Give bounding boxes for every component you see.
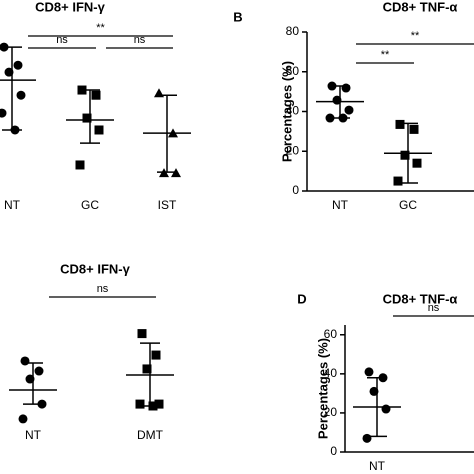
data-point	[20, 356, 30, 366]
y-axis-label: Percentages (%)	[279, 61, 294, 162]
data-point	[16, 90, 26, 100]
data-point	[364, 367, 374, 377]
x-tick-label: DMT	[137, 428, 164, 442]
y-tick-label: 0	[330, 444, 337, 458]
significance-label: ns	[97, 283, 109, 295]
panel-label: D	[297, 291, 306, 306]
y-tick-label: 20	[286, 143, 300, 157]
significance-label: ns	[56, 34, 68, 46]
data-point	[400, 150, 410, 160]
data-point	[409, 124, 419, 134]
y-tick-label: 20	[324, 405, 338, 419]
data-point	[34, 366, 44, 376]
y-tick-label: 40	[286, 104, 300, 118]
chart-title: CD8+ TNF-α	[383, 0, 458, 14]
data-point	[91, 90, 101, 100]
y-tick-label: 60	[286, 64, 300, 78]
data-point	[381, 404, 391, 414]
y-tick-label: 40	[324, 366, 338, 380]
data-point	[135, 399, 145, 409]
data-point	[142, 364, 152, 374]
chart-title: CD8+ TNF-α	[383, 291, 458, 306]
data-point	[362, 433, 372, 443]
significance-label: **	[411, 30, 420, 42]
data-point	[13, 60, 23, 70]
data-point	[341, 83, 351, 93]
data-point	[137, 329, 147, 339]
chart-title: CD8+ IFN-γ	[35, 0, 105, 14]
x-tick-label: GC	[81, 198, 99, 212]
x-tick-label: NT	[369, 459, 386, 473]
data-point	[82, 113, 92, 123]
significance-label: **	[381, 49, 390, 61]
y-tick-label: 80	[286, 24, 300, 38]
data-point	[395, 119, 405, 129]
x-tick-label: IST	[158, 198, 177, 212]
y-tick-label: 60	[324, 327, 338, 341]
y-tick-label: 0	[292, 183, 299, 197]
data-point	[412, 158, 422, 168]
data-point	[18, 414, 28, 424]
data-point	[344, 105, 354, 115]
data-point	[151, 350, 161, 360]
x-tick-label: NT	[4, 198, 21, 212]
panel-label: B	[233, 9, 242, 24]
significance-label: ns	[428, 302, 440, 314]
data-point	[154, 399, 164, 409]
y-axis-label: Percentages (%)	[315, 338, 330, 439]
data-point	[393, 176, 403, 186]
x-tick-label: GC	[399, 198, 417, 212]
data-point	[94, 125, 104, 135]
chart-title: CD8+ IFN-γ	[60, 261, 130, 276]
significance-label: **	[96, 22, 105, 34]
x-tick-label: NT	[25, 428, 42, 442]
data-point	[75, 160, 85, 170]
data-point	[0, 108, 7, 118]
x-tick-label: NT	[332, 198, 349, 212]
significance-label: ns	[134, 34, 146, 46]
